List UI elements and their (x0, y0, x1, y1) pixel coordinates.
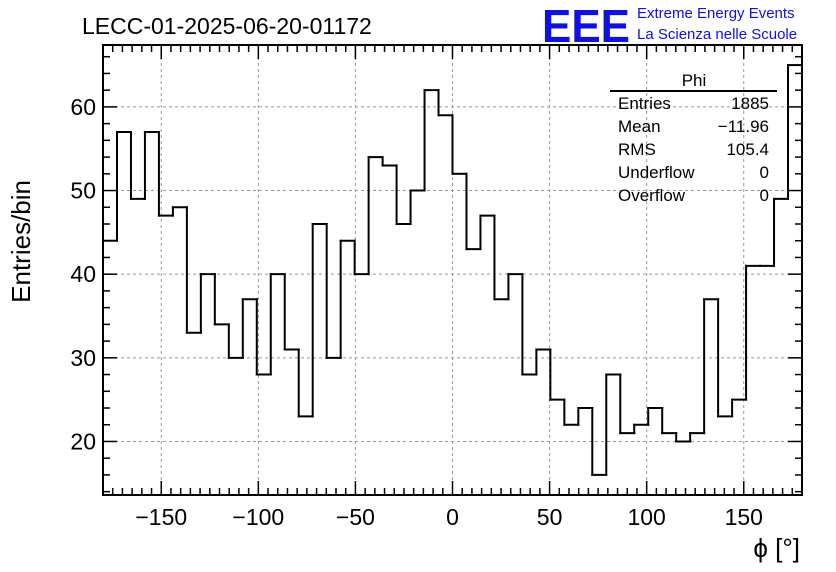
stats-row-label: Entries (618, 94, 671, 113)
x-tick-label: 150 (725, 504, 763, 530)
chart-title: LECC-01-2025-06-20-01172 (82, 13, 372, 39)
x-tick-label: −50 (336, 504, 375, 530)
stats-row-label: Overflow (618, 186, 686, 205)
stats-row-label: RMS (618, 140, 656, 159)
x-tick-label: 100 (627, 504, 665, 530)
y-tick-label: 50 (70, 178, 96, 204)
logo-mark: EEE (542, 0, 630, 52)
x-tick-label: 50 (537, 504, 563, 530)
x-tick-label: −150 (135, 504, 187, 530)
x-tick-labels: −150 −100 −50 0 50 100 150 (135, 504, 763, 530)
y-tick-label: 20 (70, 428, 96, 454)
x-axis-label: ϕ [°] (753, 533, 800, 563)
stats-row-value: 105.4 (726, 140, 769, 159)
eee-logo: EEE Extreme Energy Events La Scienza nel… (542, 0, 797, 52)
y-tick-label: 60 (70, 94, 96, 120)
stats-title: Phi (682, 71, 707, 90)
y-axis-label: Entries/bin (6, 180, 36, 303)
y-tick-label: 30 (70, 345, 96, 371)
x-tick-label: 0 (446, 504, 459, 530)
stats-rows: Entries 1885 Mean −11.96 RMS 105.4 Underflow 0 O… (618, 94, 769, 205)
stats-row-label: Underflow (618, 163, 695, 182)
logo-line-2: La Scienza nelle Scuole (637, 26, 797, 43)
stats-row-label: Mean (618, 117, 661, 136)
stats-box: Phi Entries 1885 Mean −11.96 RMS 105.4 Underfl… (610, 71, 777, 205)
stats-row-value: 0 (760, 186, 769, 205)
stats-row-value: −11.96 (718, 117, 769, 136)
stats-row-value: 0 (760, 163, 769, 182)
stats-row-value: 1885 (731, 94, 769, 113)
x-tick-label: −100 (232, 504, 284, 530)
axis-ticks (103, 45, 802, 495)
y-tick-labels: 20 30 40 50 60 (70, 94, 96, 455)
logo-line-1: Extreme Energy Events (637, 5, 795, 22)
grid-lines (103, 45, 802, 495)
histogram-series (102, 64, 803, 476)
y-tick-label: 40 (70, 261, 96, 287)
